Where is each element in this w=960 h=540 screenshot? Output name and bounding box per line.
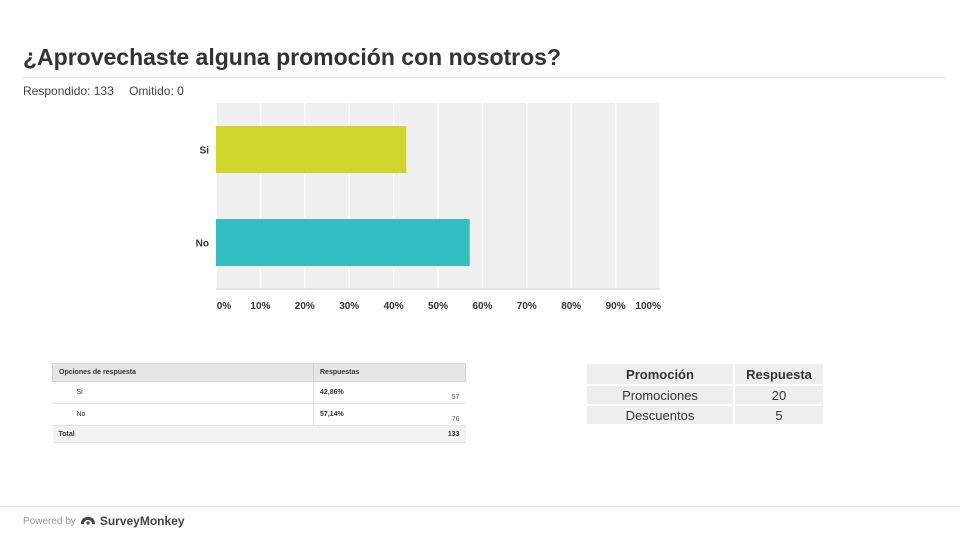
- option-percent: 42,86%: [320, 389, 344, 396]
- footer-divider: [0, 506, 960, 507]
- promo-value: 20: [734, 385, 825, 406]
- total-row: Total 133: [52, 425, 466, 443]
- option-count: 76: [451, 416, 460, 423]
- bar: [216, 126, 407, 173]
- table-row: Si 42,86% 57: [52, 381, 466, 404]
- promo-name: Promociones: [587, 385, 735, 406]
- response-stats: Respondido: 133 Omitido: 0: [23, 84, 196, 98]
- surveymonkey-logo-icon: [80, 517, 95, 525]
- promo-table: Promoción Respuesta Promociones 20 Descu…: [587, 364, 825, 426]
- table-row: Descuentos 5: [587, 405, 825, 426]
- category-label: Si: [200, 146, 210, 157]
- skipped-count: Omitido: 0: [129, 84, 184, 98]
- total-count: 133: [313, 425, 466, 443]
- x-tick-label: 40%: [384, 301, 404, 312]
- bar-chart: 0% 10% 20% 30% 40% 50% 60% 70% 80% 90% 100% Si No: [196, 103, 661, 312]
- option-label: Si: [52, 381, 314, 404]
- x-tick-label: 100%: [635, 301, 661, 312]
- x-tick-label: 60%: [472, 301, 492, 312]
- header-promo: Promoción: [587, 364, 735, 386]
- page-title: ¿Aprovechaste alguna promoción con nosot…: [23, 44, 562, 70]
- powered-by-text: Powered by: [23, 515, 76, 527]
- x-tick-label: 80%: [561, 301, 581, 312]
- option-label: No: [52, 403, 314, 426]
- header-options: Opciones de respuesta: [52, 363, 314, 382]
- x-tick-label: 50%: [428, 301, 448, 312]
- brand-name: SurveyMonkey: [99, 514, 185, 528]
- promo-value: 5: [734, 405, 825, 426]
- table-row: Promociones 20: [587, 385, 825, 406]
- x-tick-label: 30%: [339, 301, 359, 312]
- header-responses: Respuestas: [313, 363, 466, 382]
- option-result: 42,86% 57: [313, 381, 466, 404]
- x-tick-label: 90%: [606, 301, 626, 312]
- option-count: 57: [451, 394, 460, 401]
- bar: [216, 219, 470, 266]
- promo-name: Descuentos: [587, 405, 735, 426]
- answered-count: Respondido: 133: [23, 84, 114, 98]
- x-tick-label: 70%: [517, 301, 537, 312]
- footer: Powered by SurveyMonkey: [23, 514, 185, 528]
- header-answer: Respuesta: [734, 364, 825, 386]
- table-row: No 57,14% 76: [52, 403, 466, 426]
- title-divider: [23, 77, 945, 78]
- total-label: Total: [52, 425, 314, 443]
- option-percent: 57,14%: [320, 411, 344, 418]
- x-tick-label: 20%: [295, 301, 315, 312]
- option-result: 57,14% 76: [313, 403, 466, 426]
- x-tick-label: 0%: [217, 301, 232, 312]
- category-label: No: [196, 239, 209, 250]
- response-table: Opciones de respuesta Respuestas Si 42,8…: [52, 363, 466, 443]
- x-tick-label: 10%: [250, 301, 270, 312]
